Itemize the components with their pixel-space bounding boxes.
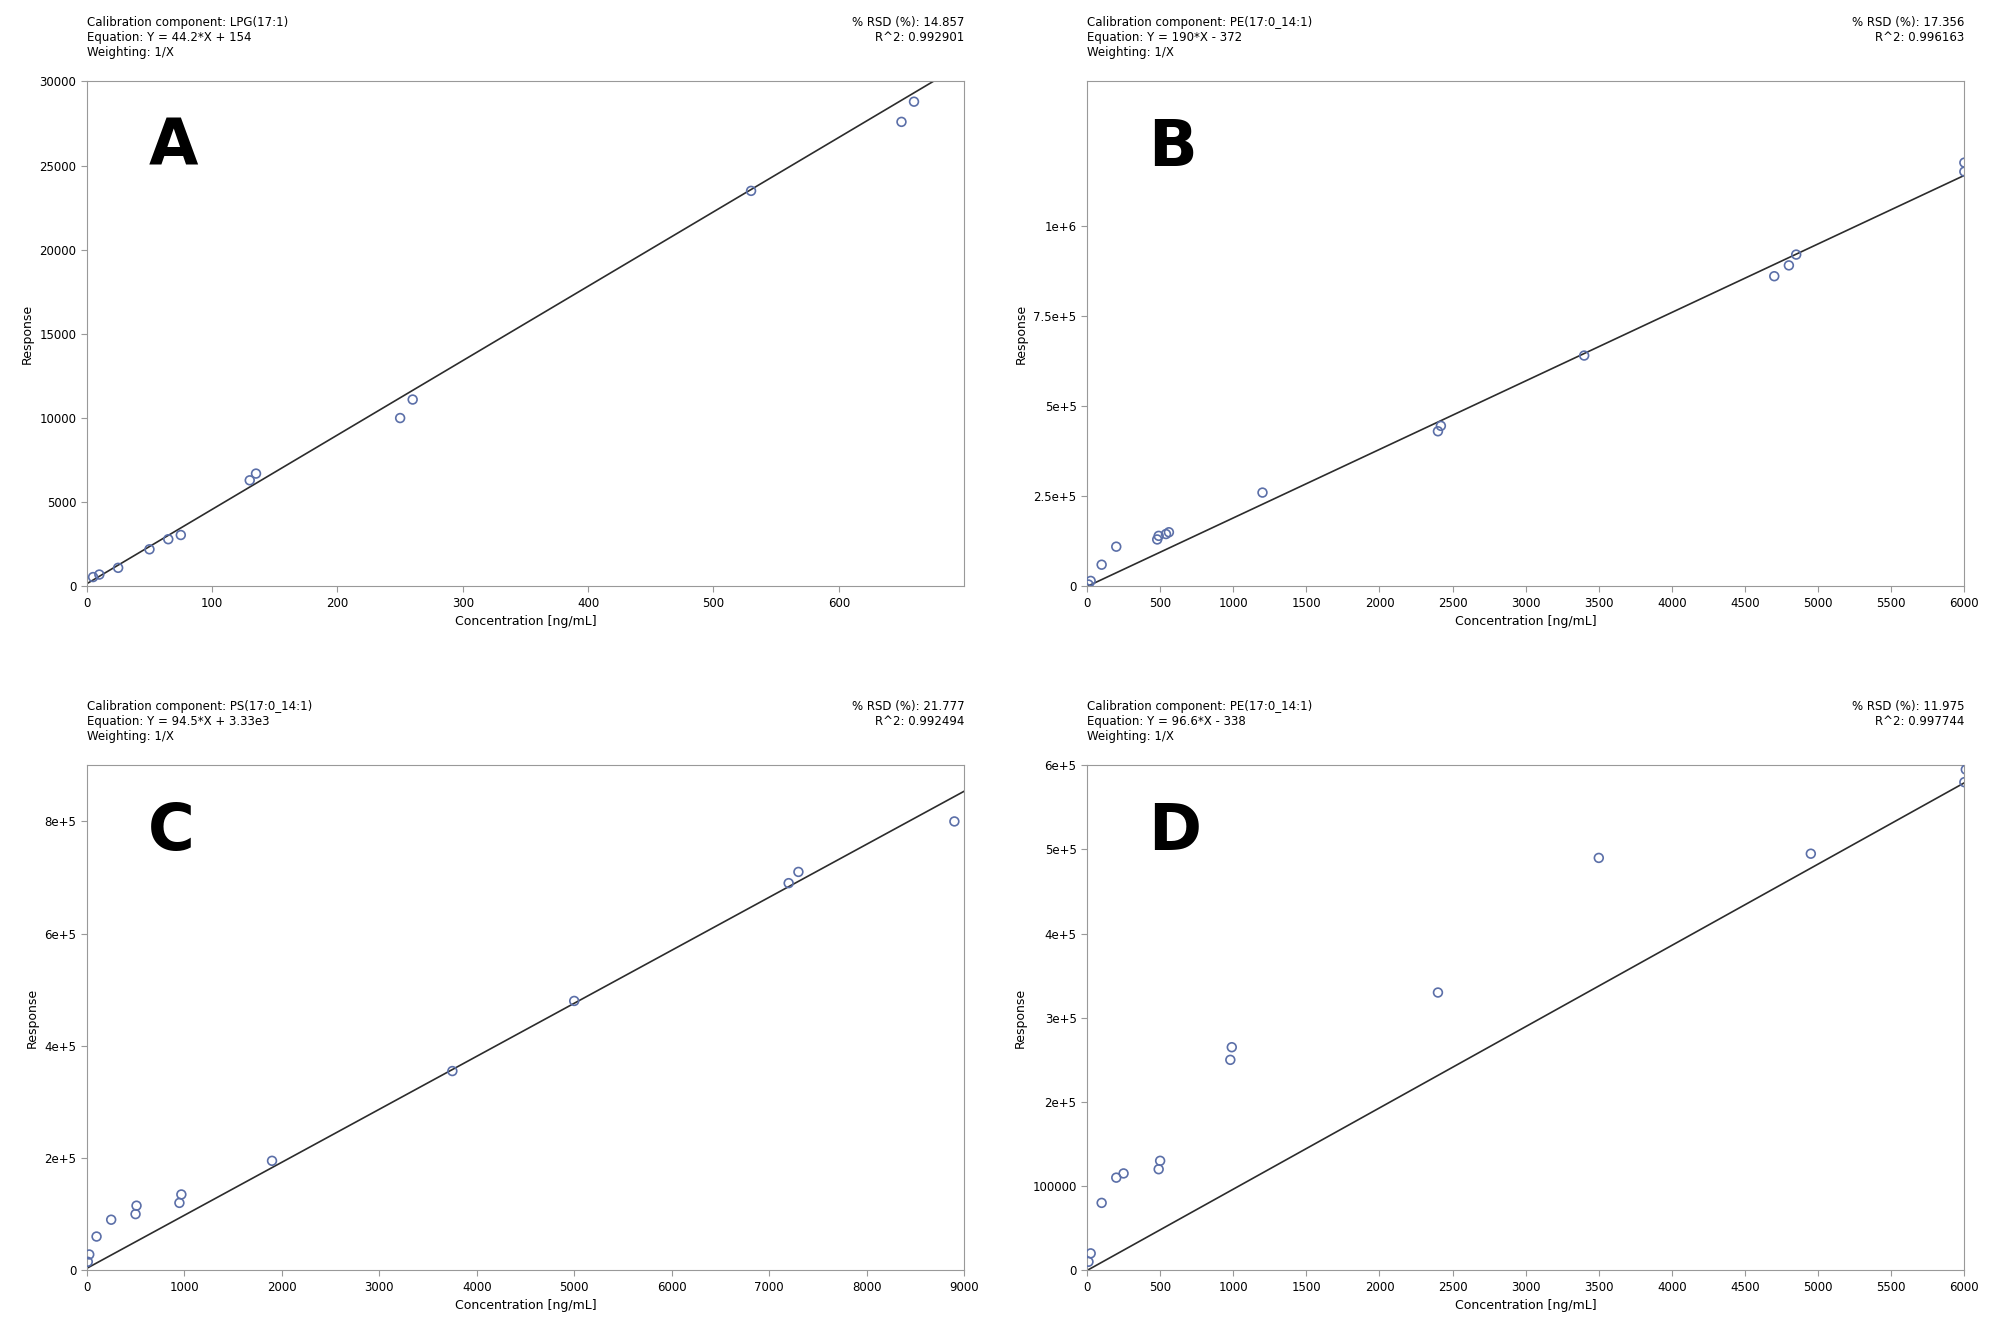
Point <box>1142 529 1174 551</box>
Text: B: B <box>1148 117 1198 179</box>
Point <box>166 1184 198 1205</box>
Point <box>72 1252 104 1273</box>
Point <box>240 463 272 484</box>
Point <box>164 1192 196 1213</box>
Text: % RSD (%): 17.356
R^2: 0.996163: % RSD (%): 17.356 R^2: 0.996163 <box>1852 16 1964 44</box>
Point <box>80 1226 112 1248</box>
Point <box>120 1194 152 1216</box>
Point <box>938 810 970 832</box>
Point <box>256 1150 288 1172</box>
X-axis label: Concentration [ng/mL]: Concentration [ng/mL] <box>454 616 596 628</box>
Text: Calibration component: PE(17:0_14:1)
Equation: Y = 190*X - 372
Weighting: 1/X: Calibration component: PE(17:0_14:1) Equ… <box>1088 16 1312 59</box>
Point <box>1424 415 1456 436</box>
Point <box>1086 555 1118 576</box>
Point <box>1216 1037 1248 1058</box>
Point <box>1152 521 1184 543</box>
Point <box>1948 161 1980 183</box>
Point <box>1422 982 1454 1004</box>
Point <box>1214 1049 1246 1070</box>
Point <box>396 389 428 411</box>
X-axis label: Concentration [ng/mL]: Concentration [ng/mL] <box>1454 616 1596 628</box>
Point <box>1074 571 1106 592</box>
Text: A: A <box>148 117 198 179</box>
Point <box>234 469 266 491</box>
Text: C: C <box>148 801 196 862</box>
Y-axis label: Response: Response <box>1014 304 1028 364</box>
Point <box>1142 1158 1174 1180</box>
Point <box>1772 255 1804 276</box>
Point <box>1950 758 1982 780</box>
Point <box>384 408 416 429</box>
Point <box>1072 1252 1104 1273</box>
Point <box>78 567 110 588</box>
Point <box>1948 772 1980 793</box>
Point <box>1568 345 1600 367</box>
Point <box>1100 1166 1132 1188</box>
Point <box>782 861 814 882</box>
X-axis label: Concentration [ng/mL]: Concentration [ng/mL] <box>454 1300 596 1312</box>
Point <box>1246 483 1278 504</box>
Y-axis label: Response: Response <box>1014 988 1026 1048</box>
Point <box>772 873 804 894</box>
Text: Calibration component: LPG(17:1)
Equation: Y = 44.2*X + 154
Weighting: 1/X: Calibration component: LPG(17:1) Equatio… <box>86 16 288 59</box>
Text: Calibration component: PE(17:0_14:1)
Equation: Y = 96.6*X - 338
Weighting: 1/X: Calibration component: PE(17:0_14:1) Equ… <box>1088 700 1312 742</box>
Point <box>1142 525 1174 547</box>
Point <box>1144 1150 1176 1172</box>
Point <box>1582 848 1614 869</box>
Text: D: D <box>1148 801 1202 862</box>
Point <box>558 990 590 1012</box>
Point <box>134 539 166 560</box>
X-axis label: Concentration [ng/mL]: Concentration [ng/mL] <box>1454 1300 1596 1312</box>
Point <box>1758 265 1790 287</box>
Point <box>1422 421 1454 443</box>
Y-axis label: Response: Response <box>26 988 38 1048</box>
Point <box>1780 244 1812 265</box>
Point <box>436 1060 468 1081</box>
Point <box>1948 152 1980 173</box>
Point <box>736 180 768 201</box>
Text: % RSD (%): 14.857
R^2: 0.992901: % RSD (%): 14.857 R^2: 0.992901 <box>852 16 964 44</box>
Point <box>74 1244 106 1265</box>
Point <box>152 529 184 551</box>
Point <box>164 524 196 545</box>
Point <box>1072 575 1104 596</box>
Point <box>1074 1242 1106 1264</box>
Text: % RSD (%): 21.777
R^2: 0.992494: % RSD (%): 21.777 R^2: 0.992494 <box>852 700 964 728</box>
Point <box>84 564 116 585</box>
Point <box>886 111 918 132</box>
Point <box>898 91 930 112</box>
Point <box>96 1209 128 1230</box>
Point <box>1100 536 1132 557</box>
Point <box>120 1204 152 1225</box>
Point <box>102 557 134 579</box>
Point <box>1086 1192 1118 1213</box>
Text: % RSD (%): 11.975
R^2: 0.997744: % RSD (%): 11.975 R^2: 0.997744 <box>1852 700 1964 728</box>
Point <box>1150 524 1182 545</box>
Text: Calibration component: PS(17:0_14:1)
Equation: Y = 94.5*X + 3.33e3
Weighting: 1/: Calibration component: PS(17:0_14:1) Equ… <box>86 700 312 742</box>
Y-axis label: Response: Response <box>20 304 34 364</box>
Point <box>1108 1162 1140 1184</box>
Point <box>1794 842 1826 864</box>
